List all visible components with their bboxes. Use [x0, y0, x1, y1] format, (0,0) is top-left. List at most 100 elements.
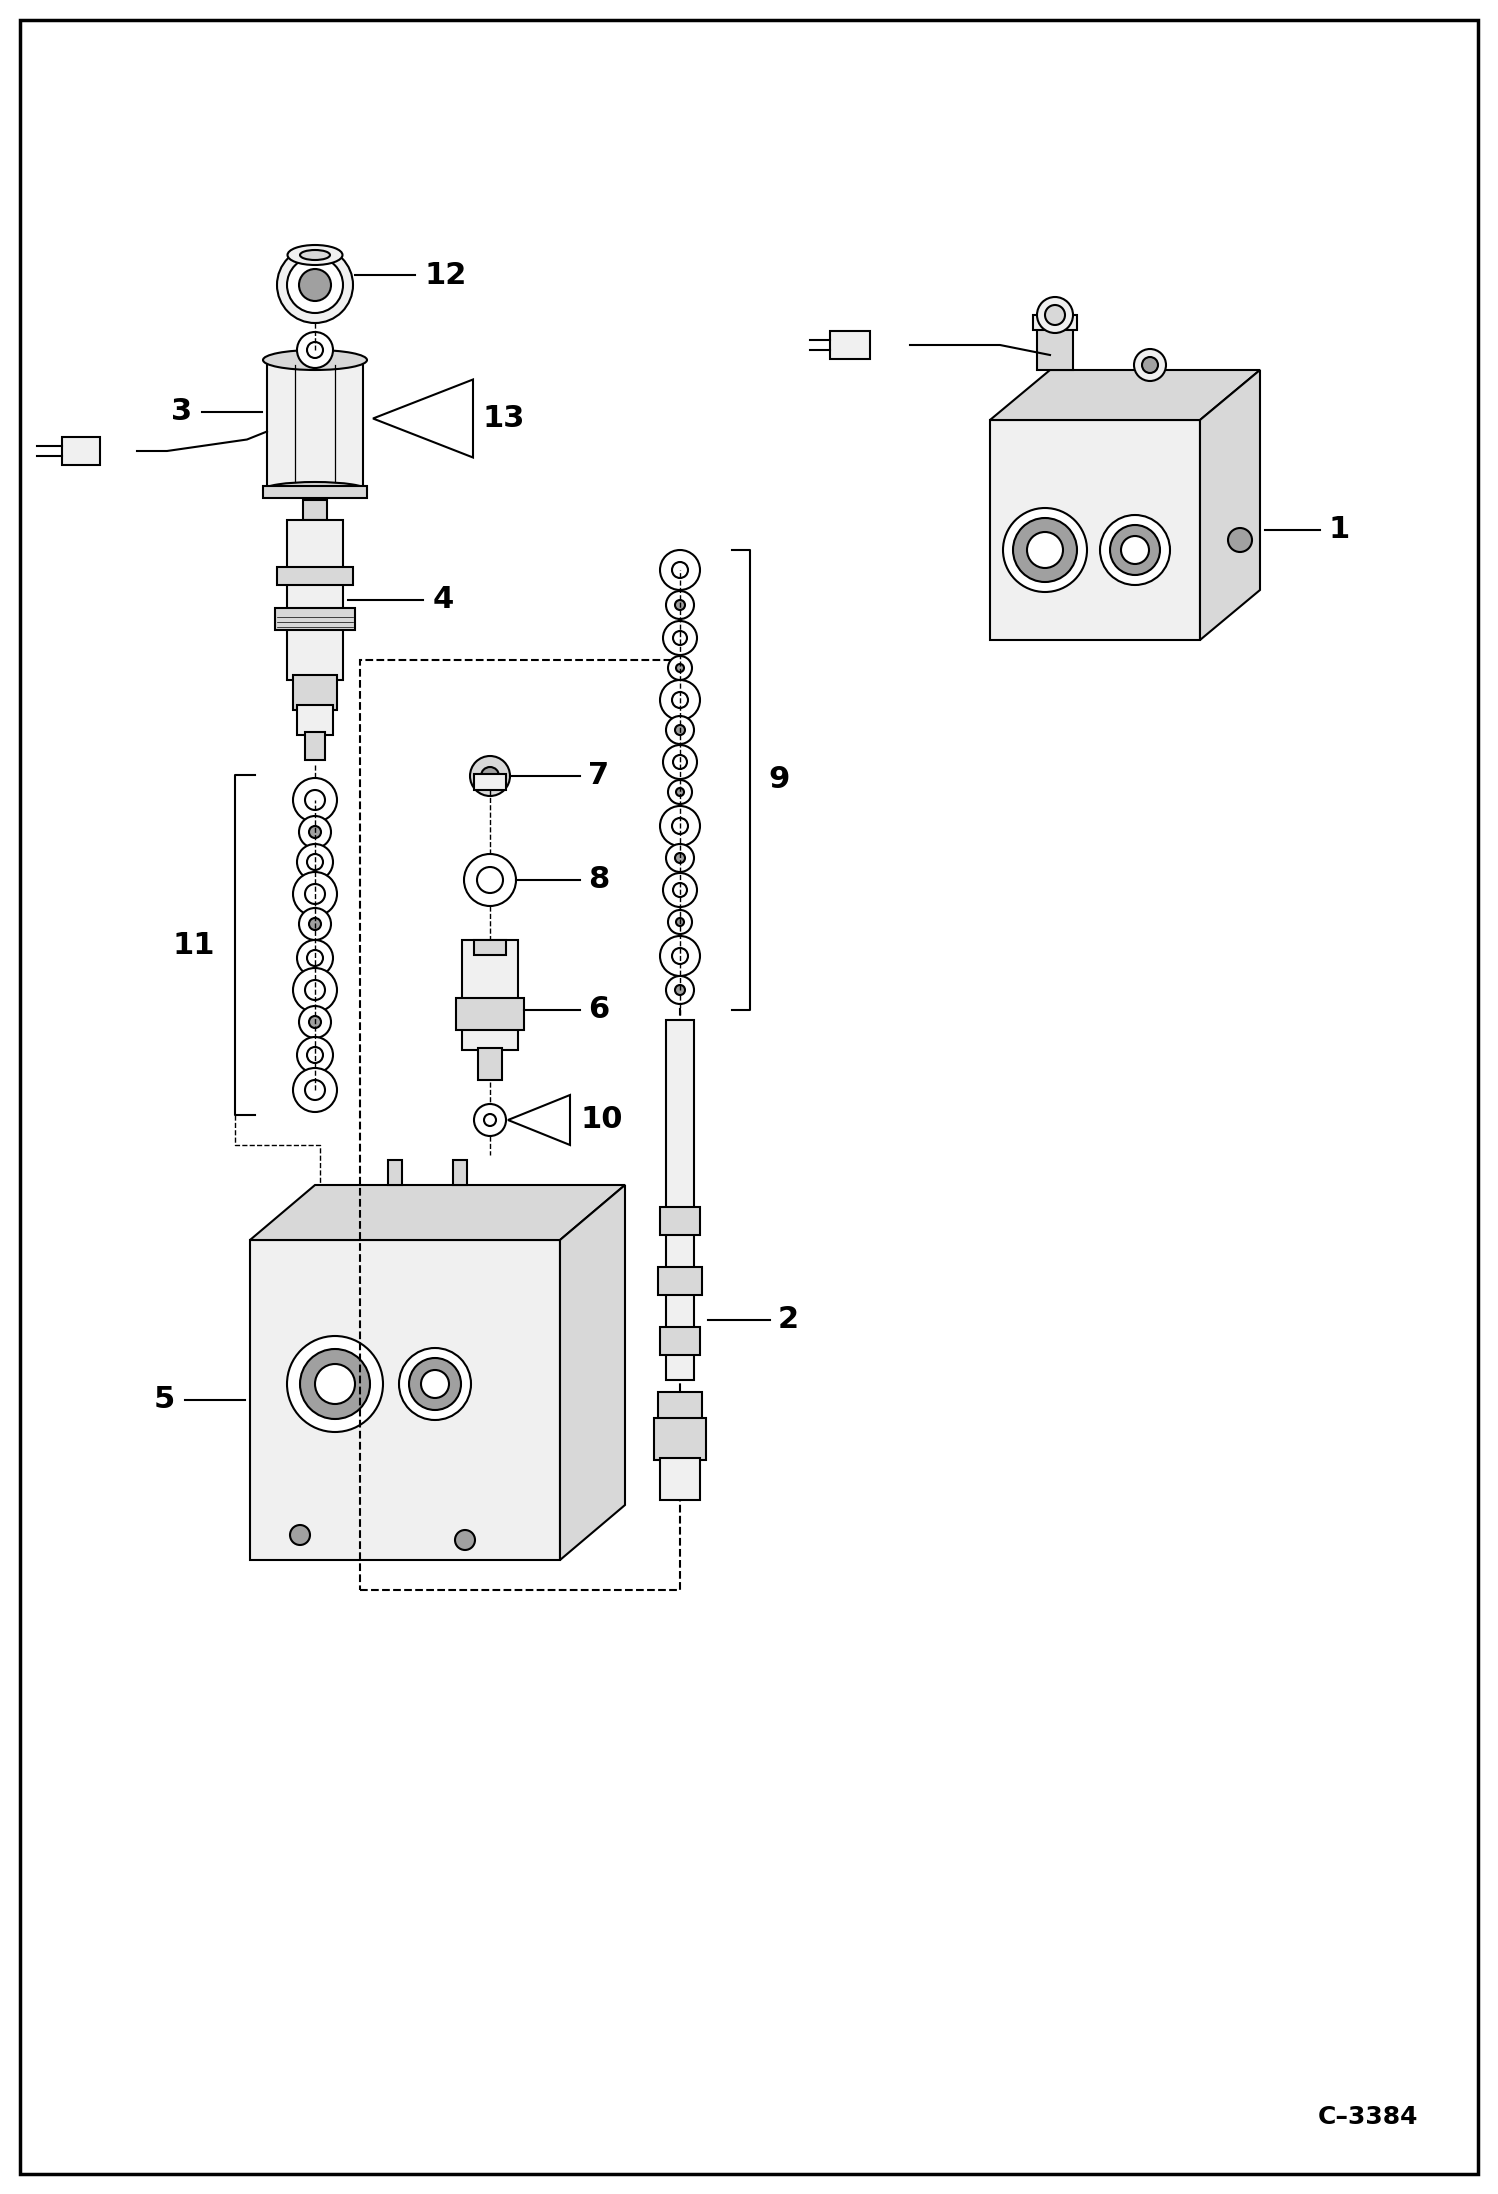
Bar [267, 360, 363, 489]
Circle shape [307, 1047, 324, 1064]
Circle shape [667, 976, 694, 1005]
Circle shape [300, 270, 331, 301]
Circle shape [676, 985, 685, 996]
Text: 5: 5 [154, 1384, 175, 1415]
Circle shape [297, 1038, 333, 1073]
Circle shape [673, 691, 688, 709]
Bar [990, 419, 1200, 641]
Text: 9: 9 [768, 766, 789, 794]
Circle shape [484, 1115, 496, 1126]
Text: 3: 3 [171, 397, 192, 426]
Circle shape [1141, 358, 1158, 373]
Bar [288, 520, 343, 680]
Circle shape [676, 788, 685, 796]
Text: 6: 6 [589, 996, 610, 1025]
Circle shape [409, 1358, 461, 1411]
Circle shape [676, 917, 685, 926]
Circle shape [476, 867, 503, 893]
Bar [473, 774, 506, 790]
Circle shape [1004, 509, 1088, 592]
Circle shape [291, 1525, 310, 1545]
Circle shape [307, 950, 324, 965]
Polygon shape [1200, 371, 1260, 641]
Circle shape [667, 715, 694, 744]
Circle shape [1028, 531, 1064, 568]
Ellipse shape [288, 246, 343, 265]
Text: 11: 11 [172, 930, 216, 959]
Circle shape [673, 948, 688, 963]
Circle shape [664, 621, 697, 656]
Bar [250, 1240, 560, 1560]
Text: 1: 1 [1329, 516, 1350, 544]
Bar [388, 1161, 401, 1185]
Polygon shape [508, 1095, 571, 1145]
Circle shape [306, 1079, 325, 1099]
Circle shape [664, 873, 697, 906]
Bar [277, 566, 354, 586]
Circle shape [673, 632, 688, 645]
Circle shape [306, 884, 325, 904]
Circle shape [307, 342, 324, 358]
Text: 12: 12 [425, 261, 467, 290]
Bar [306, 733, 325, 759]
Circle shape [300, 1007, 331, 1038]
Polygon shape [373, 380, 473, 459]
Circle shape [668, 911, 692, 935]
Circle shape [667, 845, 694, 871]
Circle shape [667, 590, 694, 619]
Circle shape [1046, 305, 1065, 325]
Bar [661, 1327, 700, 1356]
Circle shape [315, 1365, 355, 1404]
Circle shape [309, 1016, 321, 1029]
Bar [360, 660, 680, 1591]
Ellipse shape [264, 351, 367, 371]
Text: C–3384: C–3384 [1318, 2104, 1419, 2128]
Bar [661, 1207, 700, 1235]
Bar [264, 487, 367, 498]
Bar [1037, 325, 1073, 371]
Bar [297, 704, 333, 735]
Text: 10: 10 [580, 1106, 623, 1134]
Text: 2: 2 [777, 1305, 798, 1334]
Circle shape [306, 981, 325, 1000]
Circle shape [294, 871, 337, 917]
Bar [658, 1266, 703, 1294]
Text: 4: 4 [433, 586, 454, 614]
Circle shape [1110, 524, 1159, 575]
Circle shape [309, 917, 321, 930]
Circle shape [421, 1369, 449, 1398]
Circle shape [464, 853, 515, 906]
Circle shape [676, 853, 685, 862]
Circle shape [673, 755, 688, 770]
Circle shape [294, 1068, 337, 1112]
Bar [461, 939, 518, 1051]
Circle shape [1134, 349, 1165, 382]
Polygon shape [560, 1185, 625, 1560]
Circle shape [277, 248, 354, 323]
Circle shape [661, 805, 700, 847]
Circle shape [307, 853, 324, 871]
Bar [661, 1459, 700, 1501]
Polygon shape [990, 371, 1260, 419]
Ellipse shape [300, 250, 330, 261]
Circle shape [473, 1104, 506, 1136]
Bar [455, 998, 524, 1029]
Circle shape [1013, 518, 1077, 581]
Circle shape [309, 825, 321, 838]
Text: 7: 7 [589, 761, 610, 790]
Circle shape [661, 937, 700, 976]
Bar [61, 437, 100, 465]
Circle shape [300, 1349, 370, 1420]
Polygon shape [250, 1185, 625, 1240]
Circle shape [297, 331, 333, 369]
Circle shape [470, 757, 509, 796]
Circle shape [668, 781, 692, 803]
Bar [478, 1049, 502, 1079]
Circle shape [673, 882, 688, 897]
Circle shape [306, 790, 325, 810]
Circle shape [294, 968, 337, 1011]
Bar [667, 1020, 694, 1380]
Circle shape [1228, 529, 1252, 553]
Bar [658, 1391, 703, 1420]
Circle shape [300, 908, 331, 939]
